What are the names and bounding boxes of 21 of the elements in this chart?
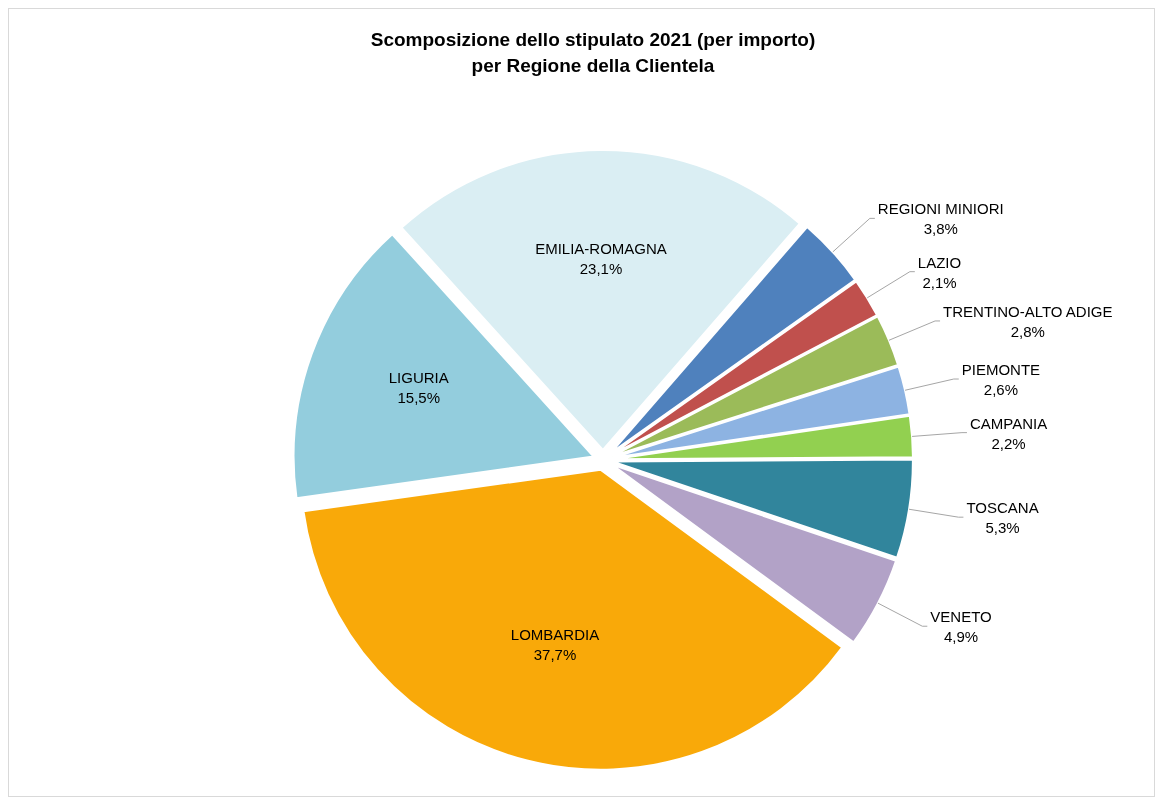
data-label: 4,9% bbox=[943, 628, 979, 646]
data-label: 15,5% bbox=[397, 389, 441, 407]
data-label: 2,6% bbox=[983, 381, 1019, 399]
slice-label: REGIONI MINIORI bbox=[877, 200, 1004, 218]
slice-label: VENETO bbox=[930, 608, 992, 626]
slice-label: EMILIA-ROMAGNA bbox=[535, 240, 667, 258]
data-label: 2,8% bbox=[1010, 322, 1045, 340]
slice-label: TOSCANA bbox=[966, 499, 1039, 517]
slice-label: PIEMONTE bbox=[961, 361, 1041, 379]
slice-label: CAMPANIA bbox=[969, 414, 1048, 432]
data-label: 5,3% bbox=[985, 519, 1020, 537]
data-label: 2,2% bbox=[991, 434, 1026, 452]
data-label: 3,8% bbox=[923, 220, 958, 238]
data-label: 23,1% bbox=[579, 260, 623, 278]
data-label: 2,1% bbox=[922, 273, 957, 291]
slice-label: LIGURIA bbox=[388, 369, 449, 387]
slice-label: LAZIO bbox=[917, 253, 962, 271]
data-label: 37,7% bbox=[533, 646, 577, 664]
slice-label: LOMBARDIA bbox=[510, 626, 600, 644]
slice-label: TRENTINO-ALTO ADIGE bbox=[943, 302, 1113, 320]
chart-title: Scomposizione dello stipulato 2021 (per importo) per Regione della Clientela bbox=[370, 29, 816, 76]
